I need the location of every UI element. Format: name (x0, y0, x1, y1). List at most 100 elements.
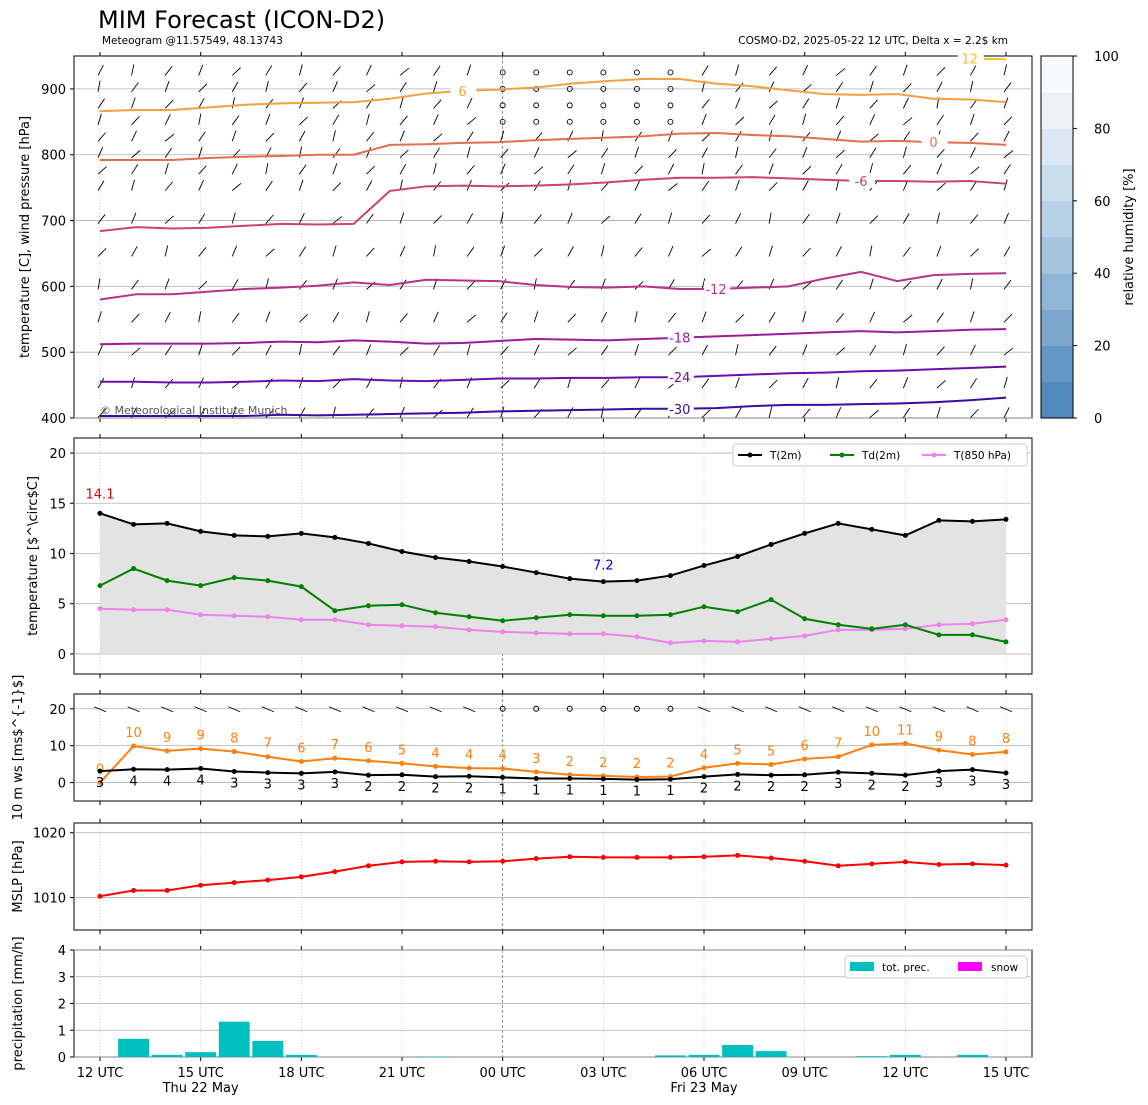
gust-label: 4 (465, 748, 473, 763)
wind-barb (936, 278, 943, 290)
wind-barb (131, 130, 137, 142)
wind-barb (366, 247, 375, 257)
wind-speed-label: 2 (733, 779, 741, 794)
legend-label: snow (991, 962, 1019, 974)
wind-speed-point (768, 772, 774, 778)
mslp-point (634, 854, 640, 860)
wind-barb (802, 311, 807, 323)
colorbar-segment (1041, 309, 1073, 347)
gust-label: 6 (801, 739, 809, 754)
wind-barb (768, 114, 776, 126)
wind-barb (835, 82, 844, 93)
colorbar-tick-label: 0 (1094, 412, 1102, 427)
series-point (802, 616, 808, 622)
wind-barb (701, 311, 707, 323)
wind-barb (567, 407, 574, 418)
gust-label: 8 (968, 735, 976, 750)
x-tick-label: 03 UTC (580, 1066, 626, 1081)
wind-barb (735, 97, 741, 109)
upper-frame (73, 55, 1033, 419)
wind-barb (366, 131, 375, 142)
series-point (735, 639, 741, 645)
wind-barb (832, 706, 845, 713)
wind-barb (198, 247, 207, 257)
series-point (701, 563, 707, 569)
series-point (433, 610, 439, 616)
wind-barb (802, 113, 807, 125)
wind-barb (399, 163, 407, 175)
wind-barb (164, 147, 172, 158)
series-point (265, 578, 271, 584)
x-tick-label: 09 UTC (781, 1066, 827, 1081)
gust-label: 9 (163, 731, 171, 746)
series-point (634, 578, 640, 584)
wind-barb (735, 377, 740, 389)
wind-barb-calm (633, 118, 640, 125)
wind-barb (332, 312, 340, 323)
gust-point (433, 763, 439, 769)
wind-speed-label: 3 (96, 776, 104, 791)
wind-barb (127, 706, 140, 713)
wind-barb (194, 706, 207, 713)
wind-barb (265, 113, 271, 125)
isotherm-label-bg (450, 82, 477, 98)
series-point (97, 583, 103, 589)
upper-y-tick-label: 700 (41, 215, 66, 230)
wind-barb (265, 409, 275, 419)
precip-bar (889, 1054, 921, 1057)
wind-barb (131, 212, 137, 224)
precip-y-tick-label: 4 (58, 944, 66, 959)
wind-barb (231, 97, 236, 109)
wind-speed-label: 1 (532, 783, 540, 798)
wind-barb (902, 246, 911, 257)
gust-point (969, 752, 975, 758)
series-point (231, 613, 237, 619)
gust-point (902, 740, 908, 746)
wind-barb (198, 131, 206, 142)
wind-barb (265, 163, 269, 175)
wind-barb (97, 113, 102, 125)
wind-barb (332, 245, 337, 257)
mslp-point (433, 858, 439, 864)
wind-barb (869, 245, 873, 257)
wind-frame (73, 693, 1033, 802)
x-tick-label: 12 UTC (77, 1066, 123, 1081)
wind-y-tick-label: 20 (49, 703, 66, 718)
wind-barb (261, 706, 274, 713)
legend-marker (839, 452, 845, 458)
wind-barb-calm (667, 102, 674, 109)
gust-label: 9 (935, 730, 943, 745)
wind-barb (835, 377, 840, 389)
series-point (365, 622, 371, 628)
wind-barb (835, 179, 840, 191)
series-point (131, 607, 137, 613)
wind-barb (634, 165, 644, 175)
isotherm-label: 6 (458, 85, 466, 100)
precip-bar (218, 1021, 250, 1057)
wind-barb (1003, 164, 1011, 175)
wind-barb (198, 179, 204, 191)
wind-barb (533, 147, 540, 158)
wind-barb (298, 377, 304, 389)
wind-barb (131, 246, 138, 257)
wind-barb (701, 163, 705, 175)
wind-barb (902, 64, 908, 76)
wind-barb (466, 280, 476, 290)
wind-barb (298, 179, 304, 191)
wind-barb (131, 164, 139, 175)
wind-barb (835, 245, 842, 257)
wind-barb (802, 281, 812, 290)
wind-barb (466, 344, 471, 356)
series-point (533, 630, 539, 636)
wind-barb (936, 66, 946, 76)
gust-label: 6 (364, 741, 372, 756)
wind-barb (970, 248, 980, 257)
wind-barb (366, 146, 372, 158)
wind-barb (1003, 82, 1012, 93)
wind-barb (533, 311, 539, 323)
figure-subtitle-left: Meteogram @11.57549, 48.13743 (102, 35, 283, 47)
gust-point (567, 772, 573, 778)
series-point (701, 604, 707, 610)
wind-barb (366, 165, 375, 175)
wind-barb (865, 706, 878, 713)
